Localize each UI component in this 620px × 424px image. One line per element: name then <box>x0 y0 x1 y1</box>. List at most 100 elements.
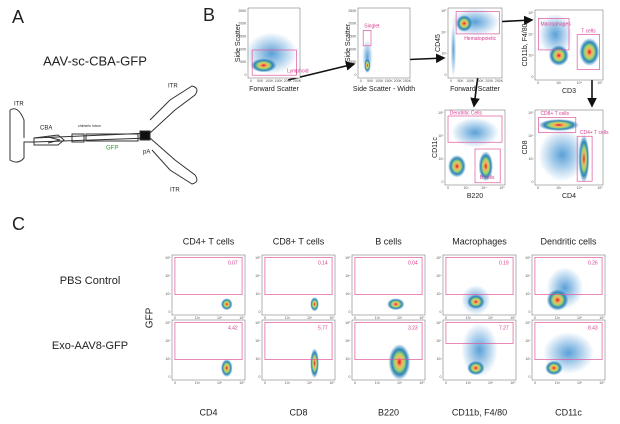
y-tick-label: 10⁵ <box>255 321 261 325</box>
gate-percent: 8.43 <box>588 326 598 332</box>
panel-letter: C <box>12 214 25 234</box>
y-tick-label: 10⁵ <box>345 256 351 260</box>
y-tick-label: 10⁵ <box>345 321 351 325</box>
x-tick-label: 0 <box>537 186 539 190</box>
label: ITR <box>170 188 180 194</box>
axis-label: CD11b, F4/80 <box>452 407 507 417</box>
y-tick-label: 10³ <box>165 292 171 296</box>
y-tick-label: 10⁴ <box>525 274 531 278</box>
density <box>388 344 411 380</box>
density <box>387 298 405 311</box>
y-tick-label: 0 <box>440 375 442 379</box>
label: ITR <box>168 84 178 90</box>
x-tick-label: 0 <box>264 381 266 385</box>
density <box>448 155 466 178</box>
y-tick-label: 10⁴ <box>345 339 351 343</box>
gate-percent: 0.19 <box>499 261 509 267</box>
y-tick-label: 100K <box>238 47 247 51</box>
y-tick-label: 10⁴ <box>255 339 261 343</box>
gate <box>362 30 372 47</box>
density <box>456 15 473 32</box>
y-tick-label: 10⁵ <box>165 256 171 260</box>
axis-label: B220 <box>467 193 483 200</box>
y-tick-label: 10³ <box>438 157 444 161</box>
y-tick-label: 10³ <box>436 357 442 361</box>
x-tick-label: 10⁵ <box>419 316 425 320</box>
plot-frame <box>171 319 246 381</box>
x-tick-label: 50K <box>457 79 464 83</box>
y-tick-label: 10³ <box>525 292 531 296</box>
y-tick-label: 100K <box>348 47 357 51</box>
plot-frame <box>261 319 336 381</box>
x-tick-label: 0 <box>360 79 362 83</box>
x-tick-label: 10⁴ <box>488 316 494 320</box>
x-tick-label: 50K <box>367 79 374 83</box>
y-tick-label: 10⁵ <box>525 321 531 325</box>
density <box>538 119 580 131</box>
gate <box>354 257 423 295</box>
axis-label: GFP <box>145 307 156 328</box>
y-tick-label: 0 <box>245 73 247 77</box>
density <box>310 348 319 379</box>
x-tick-label: 10³ <box>285 381 291 385</box>
gate-label: T cells <box>581 28 596 34</box>
x-tick-label: 10³ <box>466 316 472 320</box>
gate-percent: 0.14 <box>318 261 328 267</box>
label: chimeric intron <box>78 124 101 128</box>
gate <box>534 322 603 360</box>
x-tick-label: 10⁴ <box>397 316 403 320</box>
y-tick-label: 10⁵ <box>438 111 444 115</box>
density <box>451 117 499 148</box>
gate-label: B cells <box>480 175 495 181</box>
x-tick-label: 0 <box>534 381 536 385</box>
gate <box>534 257 603 295</box>
gate <box>445 257 514 295</box>
y-tick-label: 150K <box>238 35 247 39</box>
y-tick-label: 50K <box>240 60 247 64</box>
axis-label: B220 <box>378 407 399 417</box>
y-tick-label: 10³ <box>345 357 351 361</box>
x-tick-label: 0 <box>174 316 176 320</box>
gate-percent: 3.23 <box>408 326 418 332</box>
y-tick-label: 0 <box>529 375 531 379</box>
y-tick-label: 10³ <box>255 357 261 361</box>
x-tick-label: 10⁵ <box>329 316 335 320</box>
y-tick-label: 10³ <box>525 357 531 361</box>
y-tick-label: 10⁴ <box>441 30 447 34</box>
density <box>220 298 233 311</box>
y-tick-label: 10⁵ <box>436 321 442 325</box>
gate <box>455 11 500 35</box>
x-tick-label: 250K <box>293 79 302 83</box>
gate <box>251 49 297 76</box>
x-tick-label: 250K <box>495 79 504 83</box>
y-tick-label: 10³ <box>528 157 534 161</box>
y-tick-label: 10³ <box>255 292 261 296</box>
x-tick-label: 200K <box>485 79 494 83</box>
gate <box>474 148 501 184</box>
x-tick-label: 0 <box>354 316 356 320</box>
axis-label: CD11c <box>432 137 439 158</box>
y-tick-label: 0 <box>532 75 534 79</box>
axis-label: Side Scatter - Width <box>353 86 415 93</box>
x-tick-label: 10⁵ <box>419 381 425 385</box>
y-tick-label: 0 <box>532 180 534 184</box>
x-tick-label: 10⁴ <box>481 186 487 190</box>
x-tick-label: 10⁵ <box>597 186 603 190</box>
gate <box>354 322 423 360</box>
column-title: Macrophages <box>452 236 507 246</box>
x-tick-label: 10⁴ <box>307 381 313 385</box>
x-tick-label: 10⁵ <box>599 381 605 385</box>
y-tick-label: 0 <box>259 310 261 314</box>
y-tick-label: 10⁵ <box>441 9 447 13</box>
density <box>478 151 493 182</box>
x-tick-label: 10⁵ <box>239 316 245 320</box>
axis-label: CD4 <box>562 193 576 200</box>
x-tick-label: 250K <box>403 79 412 83</box>
y-tick-label: 200K <box>348 22 357 26</box>
y-tick-label: 0 <box>169 310 171 314</box>
gate-label: Dendritic Cells <box>450 110 483 116</box>
gate-percent: 0.07 <box>228 261 238 267</box>
axis-label: CD11c <box>555 407 582 417</box>
y-tick-label: 50K <box>350 60 357 64</box>
gate-label: CD4+ T cells <box>580 130 609 136</box>
